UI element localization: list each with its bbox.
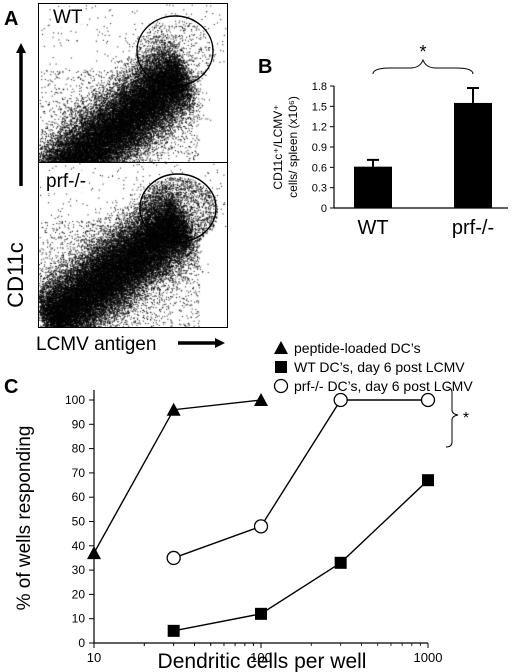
legend: peptide-loaded DC’s WT DC’s, day 6 post L…	[273, 340, 473, 394]
y-label-b-line2: cells/ spleen (x10⁶)	[286, 96, 300, 198]
y-tick-label-b: 0.6	[312, 162, 327, 174]
bar-chart: 0 0.3 0.6 0.9 1.2 1.5 1.8 WT prf-/- CD11c⁺/LCMV…	[271, 42, 508, 239]
y-tick-label-c: 80	[72, 442, 86, 456]
y-tick-label-c: 100	[65, 393, 85, 407]
y-tick-label-b: 0.3	[312, 183, 327, 195]
category-label-b: WT	[357, 217, 388, 239]
gate-ellipse-prf	[139, 173, 217, 243]
y-tick-label-c: 0	[78, 636, 85, 650]
data-point-triangle	[166, 402, 181, 416]
y-tick-label-b: 0.9	[312, 142, 327, 154]
y-tick-label-b: 1.2	[312, 122, 327, 134]
y-tick-label-c: 50	[72, 515, 86, 529]
x-tick-label-c: 100	[250, 650, 272, 665]
series-line-1	[173, 479, 429, 632]
y-tick-label-c: 20	[72, 587, 86, 601]
data-point-square	[422, 474, 434, 487]
data-point-circle	[420, 392, 436, 408]
data-point-circle	[166, 550, 181, 566]
significance-star-c: *	[463, 410, 469, 427]
y-tick-label-c: 40	[72, 539, 86, 553]
panel-a-letter: A	[4, 8, 19, 30]
bar-0	[354, 166, 392, 208]
scatter-dots-wt	[39, 4, 227, 192]
flow-label-prf: prf-/-	[44, 171, 89, 193]
data-point-circle	[333, 392, 348, 408]
legend-marker-square	[275, 361, 287, 373]
y-tick-label-c: 60	[72, 490, 86, 504]
panel-a-axes: CD11c LCMV antigen	[3, 43, 225, 355]
y-tick-label-b: 1.8	[312, 81, 327, 93]
x-tick-label-c: 10	[87, 650, 101, 665]
category-label-b: prf-/-	[452, 217, 494, 239]
x-axis-label-c: Dendritic cells per well	[158, 650, 367, 672]
panel-c-letter: C	[4, 376, 19, 398]
legend-label: WT DC’s, day 6 post LCMV	[294, 359, 465, 375]
legend-marker-circle	[273, 378, 289, 394]
legend-label: prf-/- DC’s, day 6 post LCMV	[294, 378, 473, 394]
y-tick-label-c: 30	[72, 563, 86, 577]
y-tick-label-c: 90	[72, 417, 86, 431]
bar-1	[454, 102, 492, 208]
data-point-square	[167, 624, 180, 637]
significance-bracket-b	[372, 58, 474, 75]
panel-b-letter: B	[258, 56, 273, 78]
flow-label-wt: WT	[51, 7, 85, 29]
legend-label: peptide-loaded DC’s	[294, 340, 421, 356]
significance-star-b: *	[419, 42, 426, 62]
legend-marker-triangle	[274, 341, 288, 354]
y-tick-label-b: 0	[321, 203, 327, 215]
y-axis-label-c: % of wells responding	[14, 426, 35, 611]
data-point-triangle	[254, 393, 268, 406]
x-tick-label-c: 1000	[414, 650, 443, 665]
line-chart: peptide-loaded DC’s WT DC’s, day 6 post L…	[14, 340, 473, 672]
y-axis-label-a: CD11c	[3, 242, 28, 308]
significance-bracket-c	[445, 386, 459, 448]
flow-plot-wt: WT	[38, 3, 228, 193]
series-line-2	[173, 399, 428, 559]
y-label-b-line1: CD11c⁺/LCMV⁺	[271, 104, 285, 189]
data-point-circle	[253, 519, 269, 534]
gate-ellipse-wt	[136, 15, 214, 87]
y-tick-label-c: 70	[72, 466, 86, 480]
y-tick-label-b: 1.5	[312, 101, 327, 113]
data-point-square	[334, 556, 347, 569]
flow-plot-prf: prf-/-	[38, 162, 228, 328]
y-tick-label-c: 10	[72, 612, 86, 626]
data-point-square	[255, 607, 267, 620]
series-line-0	[93, 399, 262, 554]
x-axis-label-a: LCMV antigen	[36, 334, 156, 355]
